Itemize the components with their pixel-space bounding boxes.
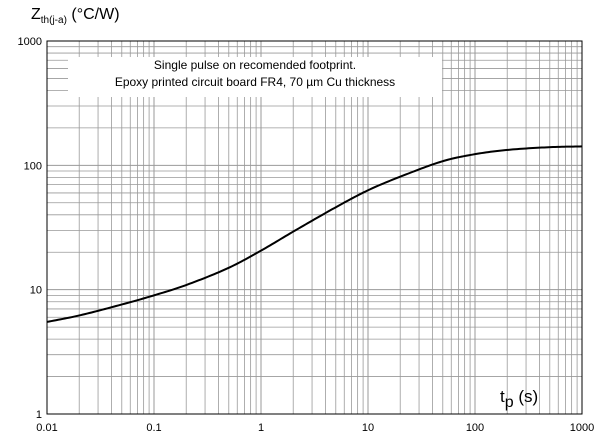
- x-label-subscript: p: [504, 394, 514, 411]
- plot-frame: [46, 40, 583, 415]
- x-label-unit: (s): [518, 387, 539, 406]
- x-axis-label: tp (s): [500, 387, 538, 412]
- x-tick-label: 10: [362, 422, 374, 434]
- y-tick-label: 100: [24, 160, 42, 172]
- y-tick-label: 1: [36, 409, 42, 421]
- y-label-unit: (°C/W): [71, 6, 120, 23]
- x-tick-label: 1000: [570, 422, 594, 434]
- y-tick-labels: 1 10 100 1000: [18, 36, 42, 421]
- y-tick-label: 1000: [18, 36, 42, 48]
- x-tick-label: 0.1: [146, 422, 161, 434]
- x-label-main: t: [500, 387, 505, 406]
- impedance-curve: [46, 145, 583, 323]
- y-tick-label: 10: [30, 285, 42, 297]
- x-tick-labels: 0.01 0.1 1 10 100 1000: [36, 422, 594, 434]
- x-tick-label: 100: [466, 422, 484, 434]
- annotation-line-1: Single pulse on recomended footprint.: [153, 58, 357, 72]
- x-tick-label: 0.01: [36, 422, 57, 434]
- chart-annotation: Single pulse on recomended footprint. Ep…: [68, 57, 442, 97]
- y-axis-label: Zth(j-a) (°C/W): [31, 6, 120, 26]
- x-tick-label: 1: [258, 422, 264, 434]
- annotation-line-2: Epoxy printed circuit board FR4, 70 µm C…: [114, 75, 396, 89]
- y-label-main: Z: [31, 6, 41, 23]
- y-label-subscript: th(j-a): [40, 15, 67, 26]
